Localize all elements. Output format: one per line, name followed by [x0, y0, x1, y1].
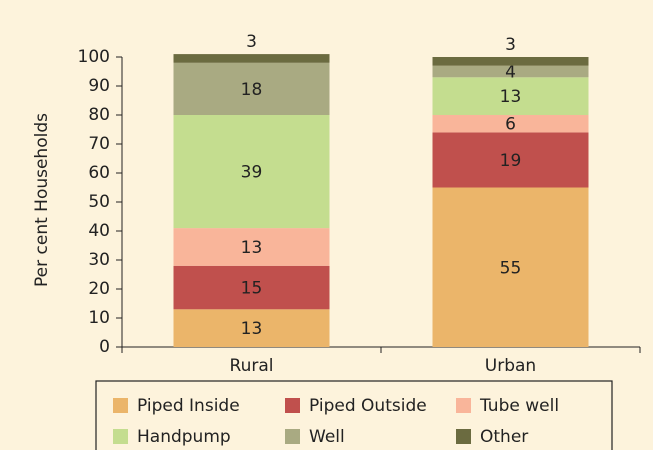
y-tick-label: 10 [88, 308, 110, 328]
data-label: 4 [505, 63, 516, 83]
legend-swatch [285, 398, 300, 413]
data-label: 55 [500, 258, 522, 278]
y-tick-label: 80 [88, 105, 110, 125]
legend-swatch [113, 429, 128, 444]
y-tick-label: 70 [88, 134, 110, 154]
y-tick-label: 30 [88, 250, 110, 270]
y-tick-label: 60 [88, 163, 110, 183]
legend-label: Handpump [137, 427, 231, 447]
legend-label: Piped Outside [309, 396, 427, 416]
x-tick-label: Urban [485, 356, 536, 376]
legend-swatch [456, 398, 471, 413]
data-label: 39 [241, 163, 263, 183]
data-label: 3 [505, 35, 516, 55]
legend-swatch [113, 398, 128, 413]
legend-label: Tube well [479, 396, 559, 416]
data-label: 19 [500, 151, 522, 171]
legend-swatch [456, 429, 471, 444]
x-tick-label: Rural [230, 356, 274, 376]
data-label: 13 [500, 87, 522, 107]
bar-segment [173, 115, 330, 229]
bar-segment [173, 228, 330, 266]
data-label: 13 [241, 238, 263, 258]
bar-segment [432, 57, 589, 66]
legend-box [95, 380, 613, 450]
legend-label: Well [309, 427, 345, 447]
y-axis-label: Per cent Households [32, 113, 52, 287]
bar-segment [432, 132, 589, 188]
legend-label: Piped Inside [137, 396, 240, 416]
y-tick-label: 0 [99, 337, 110, 357]
y-tick-label: 90 [88, 76, 110, 96]
data-label: 15 [241, 279, 263, 299]
bar-segment [173, 309, 330, 347]
data-label: 13 [241, 319, 263, 339]
data-label: 6 [505, 115, 516, 135]
bar-segment [432, 65, 589, 78]
bar-segment [173, 265, 330, 310]
data-label: 18 [241, 80, 263, 100]
bar-segment [432, 77, 589, 115]
legend-label: Other [480, 427, 528, 447]
y-tick-label: 100 [78, 47, 110, 67]
data-label: 3 [246, 32, 257, 52]
bar-segment [432, 187, 589, 347]
y-tick-label: 40 [88, 221, 110, 241]
bar-segment [173, 62, 330, 115]
y-tick-label: 20 [88, 279, 110, 299]
bar-segment [432, 115, 589, 133]
legend-swatch [285, 429, 300, 444]
bar-segment [173, 54, 330, 63]
y-tick-label: 50 [88, 192, 110, 212]
